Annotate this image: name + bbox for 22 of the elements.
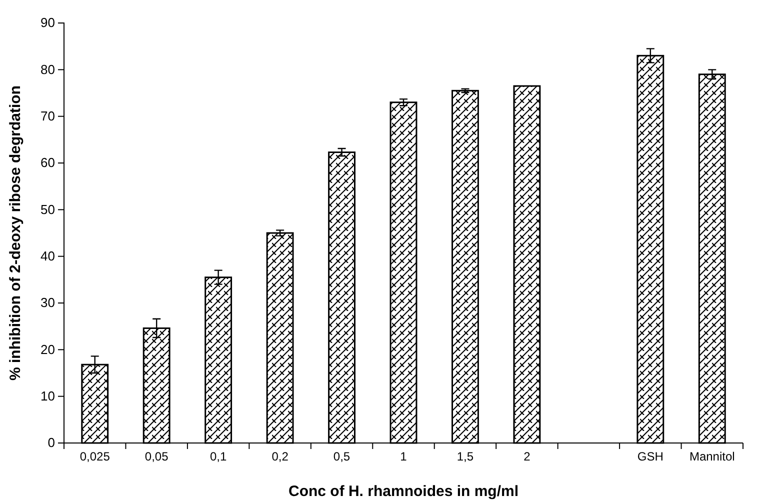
- y-tick-label: 50: [40, 202, 55, 217]
- y-tick-label: 10: [40, 388, 55, 404]
- x-tick-label: 2: [524, 449, 531, 464]
- x-tick-label: 0,025: [80, 449, 110, 464]
- y-tick-label: 30: [40, 295, 55, 310]
- x-tick-label: 1,5: [456, 449, 474, 464]
- y-tick-label: 90: [40, 15, 55, 30]
- x-tick-label: GSH: [637, 449, 664, 464]
- y-tick-label: 70: [40, 108, 55, 124]
- x-axis-title: Conc of H. rhamnoides in mg/ml: [288, 483, 519, 500]
- x-tick-label: 0,05: [144, 449, 169, 464]
- x-tick-label: 0,5: [333, 449, 350, 464]
- y-tick-label: 60: [40, 155, 55, 170]
- y-tick-label: 0: [48, 435, 55, 450]
- x-tick-label: 1: [400, 449, 408, 464]
- y-tick-label: 20: [40, 342, 55, 357]
- x-tick-label: Mannitol: [689, 449, 735, 464]
- x-tick-label: 0,2: [272, 449, 289, 464]
- y-tick-label: 40: [40, 248, 55, 264]
- y-tick-label: 80: [40, 62, 55, 77]
- y-axis-title: % inhibition of 2-deoxy ribose degrdation: [7, 85, 24, 381]
- x-tick-label: 0,1: [210, 449, 227, 464]
